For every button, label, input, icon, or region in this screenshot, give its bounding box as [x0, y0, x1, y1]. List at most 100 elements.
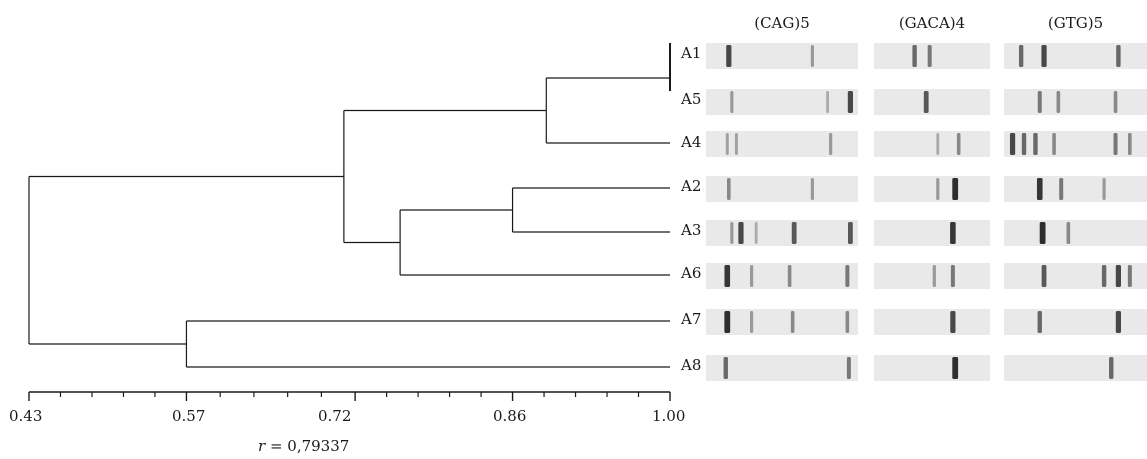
gel-band	[1039, 222, 1046, 244]
gel-lane	[706, 220, 858, 246]
gel-band	[936, 178, 940, 200]
leaf-label-a6: A6	[681, 264, 702, 282]
axis-tick-label: 1.00	[652, 407, 686, 425]
gel-band	[1056, 91, 1061, 113]
gel-lane	[874, 263, 990, 289]
gel-band	[1115, 265, 1121, 287]
gel-band	[932, 265, 936, 287]
gel-band	[845, 311, 850, 333]
gel-band	[734, 133, 738, 155]
gel-band	[826, 91, 829, 113]
leaf-label-a1: A1	[681, 44, 702, 62]
gel-lane	[1004, 43, 1147, 69]
gel-band	[845, 265, 850, 287]
gel-band	[950, 265, 955, 287]
correlation-label: r = 0,79337	[258, 437, 349, 455]
gel-band	[952, 178, 959, 200]
gel-band	[1109, 357, 1114, 379]
gel-lane	[1004, 131, 1147, 157]
gel-lane	[874, 309, 990, 335]
gel-lane	[874, 89, 990, 115]
gel-lane	[874, 355, 990, 381]
gel-band	[810, 45, 814, 67]
gel-band	[810, 178, 814, 200]
axis-tick-label: 0.57	[172, 407, 206, 425]
gel-band	[1116, 45, 1121, 67]
gel-band	[923, 91, 929, 113]
gel-band	[723, 357, 728, 379]
gel-band	[912, 45, 917, 67]
gel-band	[1009, 133, 1016, 155]
gel-band	[1041, 45, 1047, 67]
correlation-symbol: r	[258, 437, 266, 455]
gel-band	[1033, 133, 1038, 155]
gel-lane	[1004, 263, 1147, 289]
gel-band	[848, 222, 853, 244]
gel-band	[952, 357, 959, 379]
gel-band	[724, 265, 731, 287]
gel-band	[730, 222, 734, 244]
gel-band	[1113, 133, 1118, 155]
gel-band	[724, 311, 731, 333]
gel-lane	[706, 131, 858, 157]
gel-lane	[874, 176, 990, 202]
gel-lane	[706, 263, 858, 289]
gel-band	[927, 45, 932, 67]
gel-band	[791, 222, 797, 244]
gel-band	[1018, 45, 1024, 67]
axis-tick-label: 0.43	[9, 407, 43, 425]
gel-lane	[706, 176, 858, 202]
leaf-label-a4: A4	[681, 133, 702, 151]
gel-band	[1037, 91, 1042, 113]
gel-band	[1059, 178, 1064, 200]
gel-band	[950, 311, 956, 333]
gel-band	[750, 311, 754, 333]
gel-title-gtg: (GTG)5	[1047, 14, 1104, 32]
gel-band	[1101, 265, 1107, 287]
gel-lane	[874, 43, 990, 69]
gel-band	[1021, 133, 1027, 155]
leaf-label-a5: A5	[681, 90, 702, 108]
gel-lane	[1004, 176, 1147, 202]
gel-band	[1052, 133, 1056, 155]
gel-band	[754, 222, 758, 244]
gel-band	[1041, 265, 1047, 287]
gel-band	[725, 133, 729, 155]
leaf-label-a7: A7	[681, 310, 702, 328]
gel-lane	[1004, 220, 1147, 246]
gel-band	[829, 133, 833, 155]
leaf-label-a8: A8	[681, 356, 702, 374]
gel-band	[936, 133, 940, 155]
gel-band	[1036, 178, 1043, 200]
gel-band	[727, 178, 731, 200]
gel-band	[846, 357, 851, 379]
gel-band	[847, 91, 853, 113]
gel-band	[726, 45, 732, 67]
gel-band	[956, 133, 961, 155]
gel-band	[730, 91, 734, 113]
gel-lane	[1004, 89, 1147, 115]
correlation-value: = 0,79337	[265, 437, 350, 455]
gel-band	[750, 265, 754, 287]
leaf-label-a2: A2	[681, 177, 702, 195]
axis-tick-label: 0.86	[493, 407, 527, 425]
gel-band	[1037, 311, 1042, 333]
axis-tick-label: 0.72	[318, 407, 352, 425]
gel-band	[1102, 178, 1106, 200]
gel-lane	[874, 131, 990, 157]
gel-band	[738, 222, 744, 244]
gel-band	[1066, 222, 1071, 244]
gel-lane	[706, 355, 858, 381]
gel-title-gaca: (GACA)4	[898, 14, 966, 32]
gel-band	[1128, 133, 1132, 155]
gel-lane	[706, 309, 858, 335]
gel-title-cag: (CAG)5	[754, 14, 810, 32]
leaf-label-a3: A3	[681, 221, 702, 239]
gel-band	[787, 265, 792, 287]
gel-band	[1113, 91, 1118, 113]
gel-band	[790, 311, 795, 333]
gel-lane	[1004, 355, 1147, 381]
gel-band	[1115, 311, 1121, 333]
